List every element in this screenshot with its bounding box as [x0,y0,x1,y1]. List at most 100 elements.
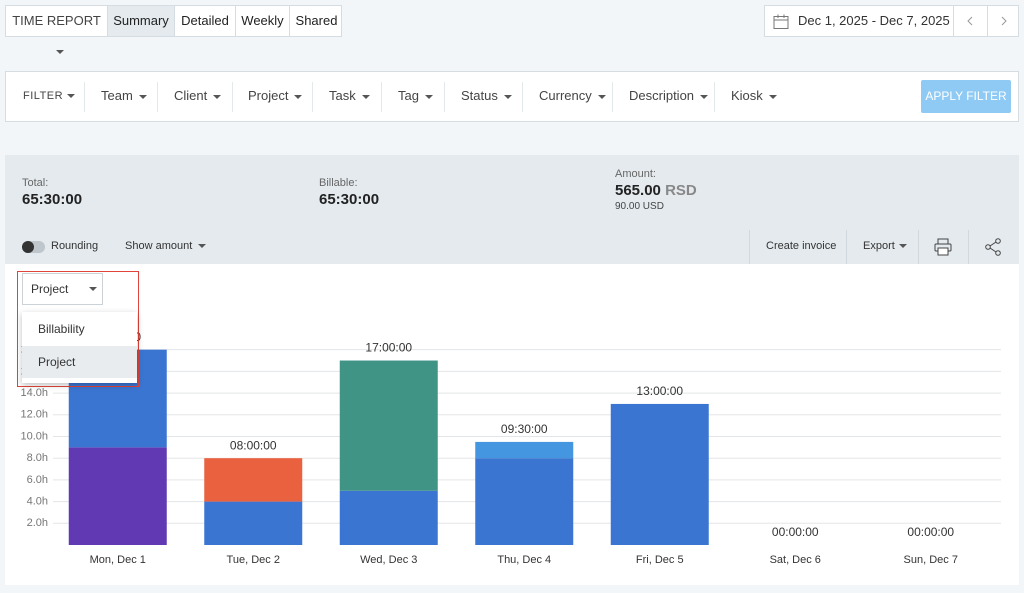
total-value: 65:30:00 [22,191,83,208]
summary-panel [5,155,1019,264]
report-menu[interactable]: TIME REPORT [6,6,107,54]
show-amount-label: Show amount [125,240,193,252]
filter-item[interactable]: Status [461,72,512,120]
date-picker: Dec 1, 2025 - Dec 7, 2025 [764,5,1019,37]
highlight-outline [17,271,139,387]
filter-text: Task [329,88,356,103]
bar-segment [339,490,438,545]
separator [157,82,158,112]
total-label: 09:30:00 [501,422,548,436]
tab[interactable]: Weekly [235,6,289,36]
amount-secondary: 90.00 USD [615,201,664,212]
filter-text: FILTER [23,90,64,102]
x-tick-label: Tue, Dec 2 [227,554,280,566]
filter-text: Client [174,88,208,103]
y-tick-label: 4.0h [27,496,48,508]
separator [84,82,85,112]
y-tick-label: 10.0h [20,430,48,442]
filter-item[interactable]: Client [174,72,222,120]
filter-text: Team [101,88,133,103]
tab[interactable]: Shared [289,6,343,36]
y-tick-label: 6.0h [27,474,48,486]
separator [381,82,382,112]
date-range[interactable]: Dec 1, 2025 - Dec 7, 2025 [798,13,950,28]
separator [444,82,445,112]
separator [749,230,750,264]
x-tick-label: Wed, Dec 3 [360,554,417,566]
total-label: Total: [22,177,49,189]
total-label: 00:00:00 [907,525,954,539]
y-tick-label: 12.0h [20,409,48,421]
billable-label: Billable: [319,177,358,189]
amount-label: Amount: [615,168,656,180]
filter-item[interactable]: Description [629,72,709,120]
x-tick-label: Sat, Dec 6 [770,554,821,566]
bar-segment [475,458,574,545]
filter-text: Status [461,88,498,103]
filter-text: Project [248,88,289,103]
separator [232,82,233,112]
bar-segment [204,501,303,545]
total-label: 17:00:00 [365,341,412,355]
amount-value: 565.00 [615,182,661,199]
x-tick-label: Fri, Dec 5 [636,554,684,566]
filter-label[interactable]: FILTER [23,72,76,120]
separator [312,82,313,112]
menu-option[interactable]: Project [22,346,137,378]
filter-item[interactable]: Kiosk [731,72,777,120]
group-by-menu: Billability Project [22,312,137,383]
amount-currency: RSD [665,182,697,199]
apply-filter-button[interactable]: APPLY FILTER [921,80,1011,113]
x-tick-label: Thu, Dec 4 [497,554,551,566]
bar-segment [610,403,709,545]
billable-value: 65:30:00 [319,191,380,208]
y-tick-label: 2.0h [27,517,48,529]
filter-item[interactable]: Project [248,72,303,120]
bar-segment [68,447,167,545]
rounding-label: Rounding [51,240,99,252]
separator [714,82,715,112]
bar-segment [204,458,303,502]
export[interactable]: Export [863,240,907,252]
total-label: 00:00:00 [772,525,819,539]
total-label: 08:00:00 [230,438,277,452]
y-tick-label: 14.0h [20,387,48,399]
filter-bar: FILTER Team Client Project Task Tag Stat… [5,71,1019,122]
bar-segment [339,360,438,491]
separator [612,82,613,112]
filter-text: Tag [398,88,419,103]
report-tabs: TIME REPORT Summary Detailed Weekly Shar… [5,5,343,54]
menu-option[interactable]: Billability [38,322,85,336]
rounding-toggle[interactable] [22,241,45,253]
filter-text: Description [629,88,695,103]
separator [918,230,919,264]
y-tick-label: 8.0h [27,452,48,464]
separator [846,230,847,264]
x-tick-label: Sun, Dec 7 [904,554,958,566]
next-button[interactable] [987,6,1021,36]
group-by-select[interactable]: Project [22,273,103,305]
chart: 2.0h4.0h6.0h8.0h10.0h12.0h14.0h16.0h18.0… [5,264,1019,585]
filter-item[interactable]: Task [329,72,370,120]
amount: 565.00 RSD [615,182,697,199]
filter-text: Currency [539,88,592,103]
prev-button[interactable] [953,6,988,36]
filter-text: Kiosk [731,88,763,103]
filter-item[interactable]: Tag [398,72,433,120]
total-label: 13:00:00 [636,384,683,398]
x-tick-label: Mon, Dec 1 [90,554,146,566]
report-menu-label: TIME REPORT [12,13,101,28]
calendar-icon [773,14,789,29]
share-icon[interactable] [984,238,1002,256]
tab[interactable]: Summary [107,6,174,36]
print-icon[interactable] [934,238,952,256]
show-amount[interactable]: Show amount [125,240,207,252]
bar-segment [475,441,574,459]
group-by-value: Project [31,282,69,296]
filter-item[interactable]: Team [101,72,147,120]
filter-item[interactable]: Currency [539,72,606,120]
create-invoice[interactable]: Create invoice [766,240,837,252]
export-label: Export [863,240,895,252]
tab[interactable]: Detailed [174,6,235,36]
